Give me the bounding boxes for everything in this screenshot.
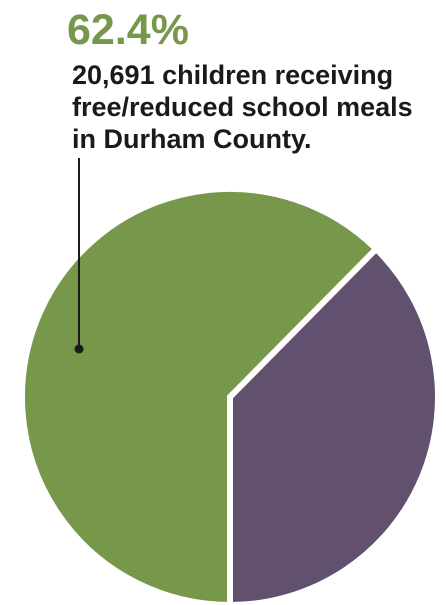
annotation: 62.4% 20,691 children receiving free/red… xyxy=(67,6,413,354)
annotation-line-2: free/reduced school meals xyxy=(72,92,413,122)
pie-slice-1 xyxy=(19,186,381,605)
annotation-leader-dot xyxy=(74,344,84,354)
annotation-line-3: in Durham County. xyxy=(72,124,312,154)
annotation-line-1: 20,691 children receiving xyxy=(72,60,393,90)
pie-slice-2 xyxy=(227,244,441,605)
percentage-label: 62.4% xyxy=(67,6,189,54)
pie-slices xyxy=(19,186,441,605)
